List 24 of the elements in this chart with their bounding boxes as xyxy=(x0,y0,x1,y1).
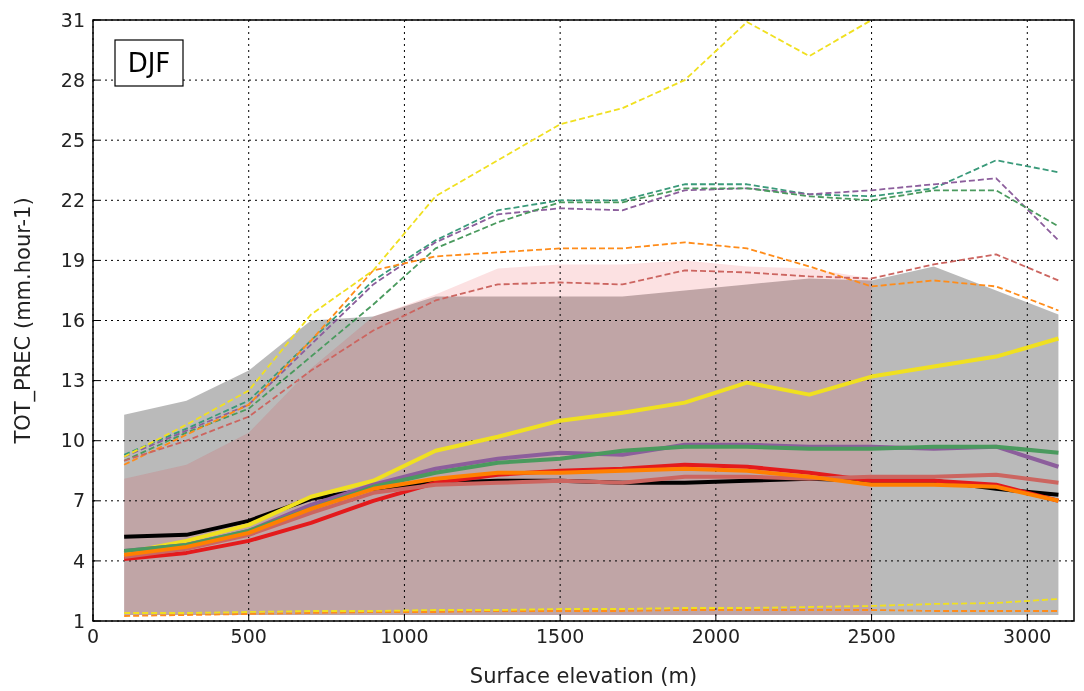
annotation: DJF xyxy=(127,48,171,79)
y-tick-label: 10 xyxy=(60,429,85,452)
x-tick-label: 1000 xyxy=(380,625,429,647)
y-tick-label: 28 xyxy=(60,68,85,91)
y-axis-title: TOT_PREC (mm.hour-1) xyxy=(11,197,36,445)
y-tick-label: 16 xyxy=(60,309,85,332)
line-series xyxy=(123,609,1060,617)
y-tick-label: 13 xyxy=(60,369,85,392)
line-series xyxy=(123,20,873,458)
x-tick-label: 500 xyxy=(230,625,267,647)
y-tick-label: 22 xyxy=(60,188,85,211)
y-tick-label: 7 xyxy=(72,489,85,512)
x-tick-label: 2500 xyxy=(847,625,896,647)
x-axis-title: Surface elevation (m) xyxy=(469,664,698,688)
y-tick-label: 4 xyxy=(72,549,85,572)
x-tick-label: 1500 xyxy=(535,625,585,647)
y-tick-label: 19 xyxy=(60,249,85,272)
x-tick-label: 3000 xyxy=(1003,625,1052,647)
x-tick-label: 2000 xyxy=(691,625,741,647)
line-series xyxy=(123,598,1060,614)
y-tick-label: 1 xyxy=(72,609,85,632)
x-tick-label: 0 xyxy=(86,625,100,647)
y-tick-label: 25 xyxy=(60,128,85,151)
y-tick-label: 31 xyxy=(60,8,85,31)
